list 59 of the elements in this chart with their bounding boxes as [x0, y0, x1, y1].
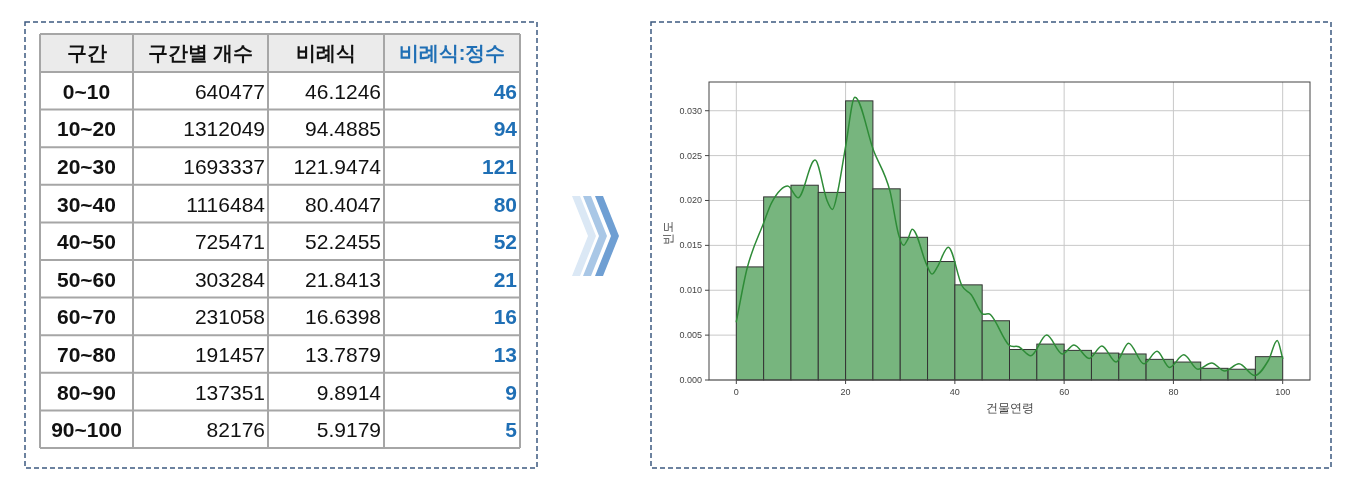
- x-tick-label: 80: [1168, 387, 1179, 397]
- data-label: 94.4885: [305, 117, 381, 141]
- legend-label: 비례식:정수: [398, 42, 506, 64]
- x-tick-label: 20: [840, 387, 851, 397]
- text: 비례식: [296, 42, 356, 64]
- category-label: 10~20: [57, 117, 116, 141]
- y-tick-label: 0.025: [679, 150, 702, 161]
- y-tick-label: 0.000: [679, 375, 702, 385]
- data-label: 16: [493, 305, 517, 329]
- data-label: 80: [493, 192, 517, 216]
- x-axis-title: 건물연령: [985, 401, 1034, 415]
- data-label: 21.8413: [305, 267, 381, 291]
- y-tick-label: 0.010: [679, 285, 702, 296]
- data-label: 46: [493, 79, 517, 103]
- x-tick-label: 100: [1275, 387, 1291, 397]
- data-label: 13: [493, 343, 517, 366]
- data-label: 16.6398: [305, 305, 381, 329]
- data-label: 1693337: [183, 155, 265, 178]
- x-tick-label: 40: [949, 387, 960, 397]
- category-label: 30~40: [57, 192, 116, 216]
- data-label: 94: [493, 117, 518, 141]
- x-tick-label: 60: [1059, 387, 1070, 397]
- data-label: 725471: [194, 230, 265, 254]
- data-label: 9: [505, 380, 517, 404]
- data-label: 231058: [194, 305, 265, 329]
- data-label: 121: [481, 155, 518, 178]
- y-tick-label: 0.030: [679, 105, 702, 116]
- category-label: 60~70: [57, 305, 116, 329]
- category-label: 20~30: [57, 155, 116, 178]
- y-axis-title: 빈도: [661, 221, 675, 245]
- legend-title: 구간: [66, 42, 107, 64]
- data-label: 640477: [194, 79, 265, 103]
- data-label: 46.1246: [305, 79, 381, 103]
- data-label: 303284: [194, 267, 266, 291]
- category-label: 0~10: [62, 79, 111, 103]
- y-tick-label: 0.005: [679, 330, 702, 341]
- data-label: 9.8914: [316, 380, 382, 404]
- data-label: 121.9474: [293, 155, 382, 178]
- data-label: 52.2455: [305, 230, 381, 254]
- data-label: 5: [505, 418, 518, 442]
- data-label: 191457: [194, 343, 265, 366]
- data-label: 21: [493, 267, 518, 291]
- data-label: 80.4047: [305, 192, 381, 216]
- data-label: 13.7879: [305, 343, 381, 366]
- category-label: 70~80: [57, 343, 116, 366]
- data-label: 1312049: [183, 117, 265, 141]
- data-label: 5.9179: [316, 418, 381, 442]
- text: 구간별 개수: [147, 42, 254, 64]
- y-tick-label: 0.015: [679, 240, 702, 251]
- data-label: 137351: [194, 380, 265, 404]
- category-label: 40~50: [57, 230, 116, 254]
- data-label: 1116484: [186, 192, 266, 216]
- category-label: 90~100: [51, 418, 122, 442]
- category-label: 50~60: [57, 267, 116, 291]
- data-label: 52: [493, 230, 517, 254]
- category-label: 80~90: [57, 380, 116, 404]
- y-tick-label: 0.020: [679, 195, 702, 206]
- data-label: 82176: [206, 418, 265, 442]
- x-tick-label: 0: [733, 387, 739, 397]
